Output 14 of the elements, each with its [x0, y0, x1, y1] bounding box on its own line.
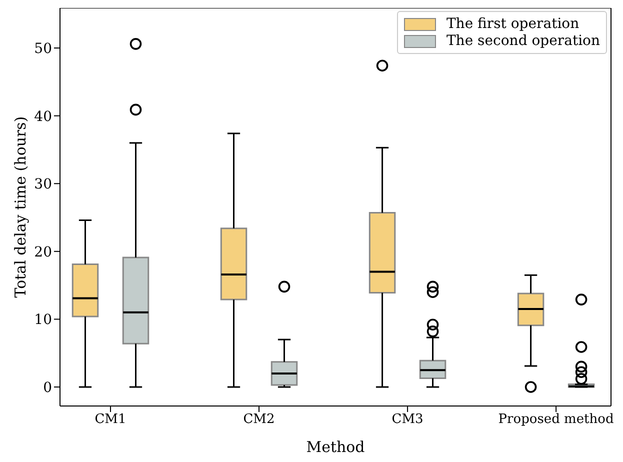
- y-tick-label: 40: [34, 108, 52, 125]
- y-tick-label: 20: [34, 244, 52, 260]
- y-tick-label: 10: [34, 312, 52, 328]
- y-tick-label: 50: [34, 40, 52, 57]
- x-tick-label: Proposed method: [498, 412, 614, 428]
- x-tick-label: CM2: [243, 412, 275, 428]
- y-tick-label: 30: [34, 176, 52, 193]
- x-axis-title: Method: [306, 438, 366, 456]
- y-axis-title: Total delay time (hours): [11, 116, 30, 298]
- x-tick-label: CM1: [94, 412, 126, 428]
- y-tick-label: 0: [43, 380, 52, 396]
- x-tick-label: CM3: [392, 412, 424, 428]
- legend-label: The second operation: [446, 33, 600, 49]
- legend-label: The first operation: [446, 16, 580, 32]
